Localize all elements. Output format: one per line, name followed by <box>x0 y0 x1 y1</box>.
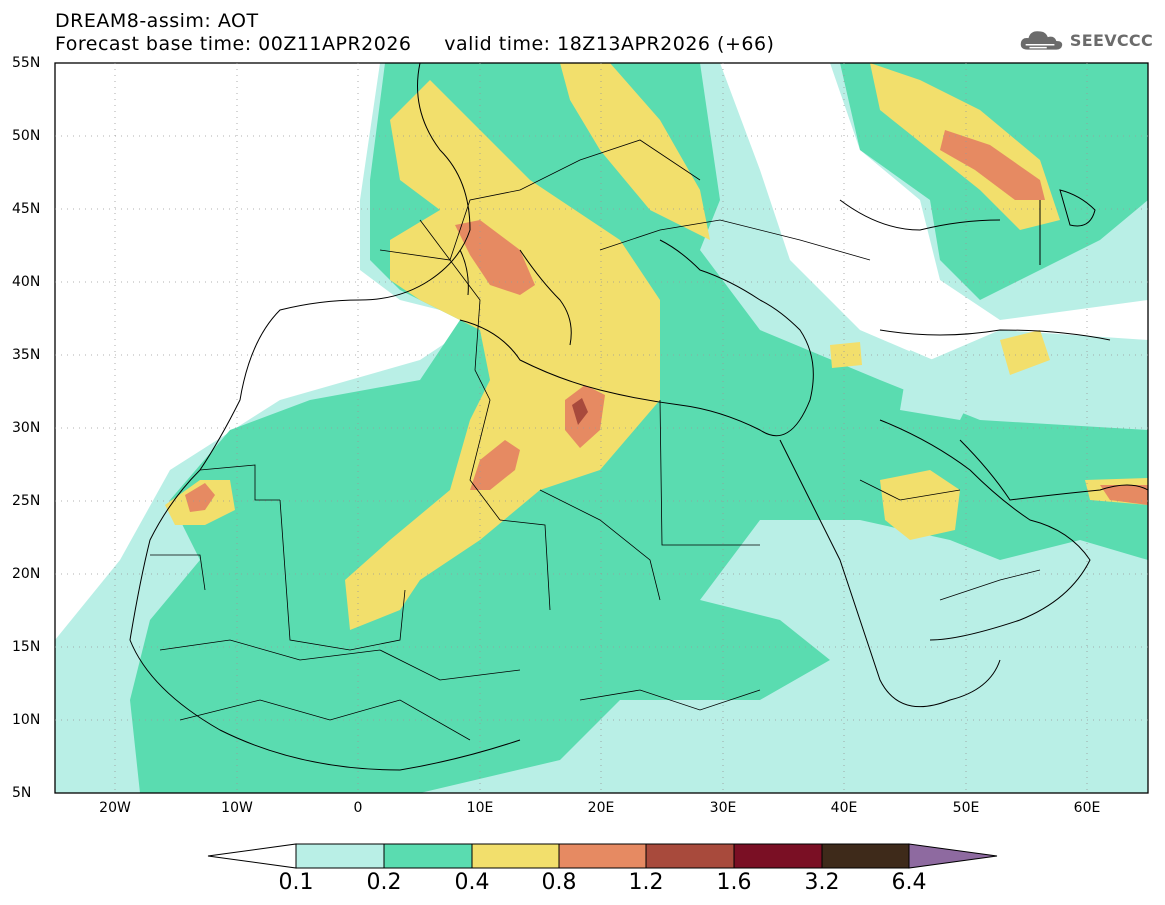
colorbar-label: 1.2 <box>628 870 664 895</box>
colorbar-label: 0.4 <box>454 870 490 895</box>
colorbar-label: 0.2 <box>366 870 402 895</box>
lon-label: 20W <box>99 800 131 816</box>
colorbar-label: 0.1 <box>278 870 314 895</box>
lat-label: 55N <box>12 55 41 71</box>
lat-label: 25N <box>12 493 41 509</box>
graticule <box>55 63 1148 793</box>
lat-label: 10N <box>12 712 41 728</box>
colorbar-bin-4 <box>558 843 647 869</box>
colorbar-bin-5 <box>645 843 735 869</box>
colorbar-bin-7 <box>821 843 910 869</box>
lat-label: 15N <box>12 639 41 655</box>
lat-label: 50N <box>12 128 41 144</box>
lat-label: 35N <box>12 347 41 363</box>
aot-band-1-2 <box>572 398 588 425</box>
colorbar-bin-3 <box>471 843 560 869</box>
colorbar-label: 0.8 <box>541 870 577 895</box>
lat-label: 30N <box>12 420 41 436</box>
lat-label: 45N <box>12 201 41 217</box>
cloud-icon <box>1020 31 1063 50</box>
coastlines <box>129 62 1149 771</box>
borders <box>150 139 1041 741</box>
lon-label: 60E <box>1073 800 1101 816</box>
lon-label: 40E <box>830 800 858 816</box>
colorbar-bin-2 <box>383 843 473 869</box>
colorbar-over-arrow <box>908 843 998 869</box>
colorbar-bin-6 <box>733 843 823 869</box>
lon-label: 10W <box>221 800 253 816</box>
map-title: DREAM8-assim: AOT <box>55 10 259 32</box>
lon-label: 50E <box>952 800 980 816</box>
lon-label: 0 <box>353 800 363 816</box>
lon-label: 30E <box>709 800 737 816</box>
colorbar-bin-1 <box>295 843 385 869</box>
lat-label: 5N <box>12 785 32 801</box>
colorbar-under-arrow <box>207 843 297 869</box>
logo-text: SEEVCCC <box>1069 30 1153 50</box>
lon-label: 10E <box>466 800 494 816</box>
seevccc-logo: SEEVCCC <box>1018 24 1153 56</box>
colorbar <box>207 843 998 869</box>
lat-label: 40N <box>12 274 41 290</box>
forecast-times: Forecast base time: 00Z11APR2026 valid t… <box>55 33 775 55</box>
lat-label: 20N <box>12 566 41 582</box>
lon-label: 20E <box>587 800 615 816</box>
colorbar-label: 1.6 <box>716 870 752 895</box>
colorbar-label: 6.4 <box>891 870 927 895</box>
colorbar-label: 3.2 <box>804 870 840 895</box>
